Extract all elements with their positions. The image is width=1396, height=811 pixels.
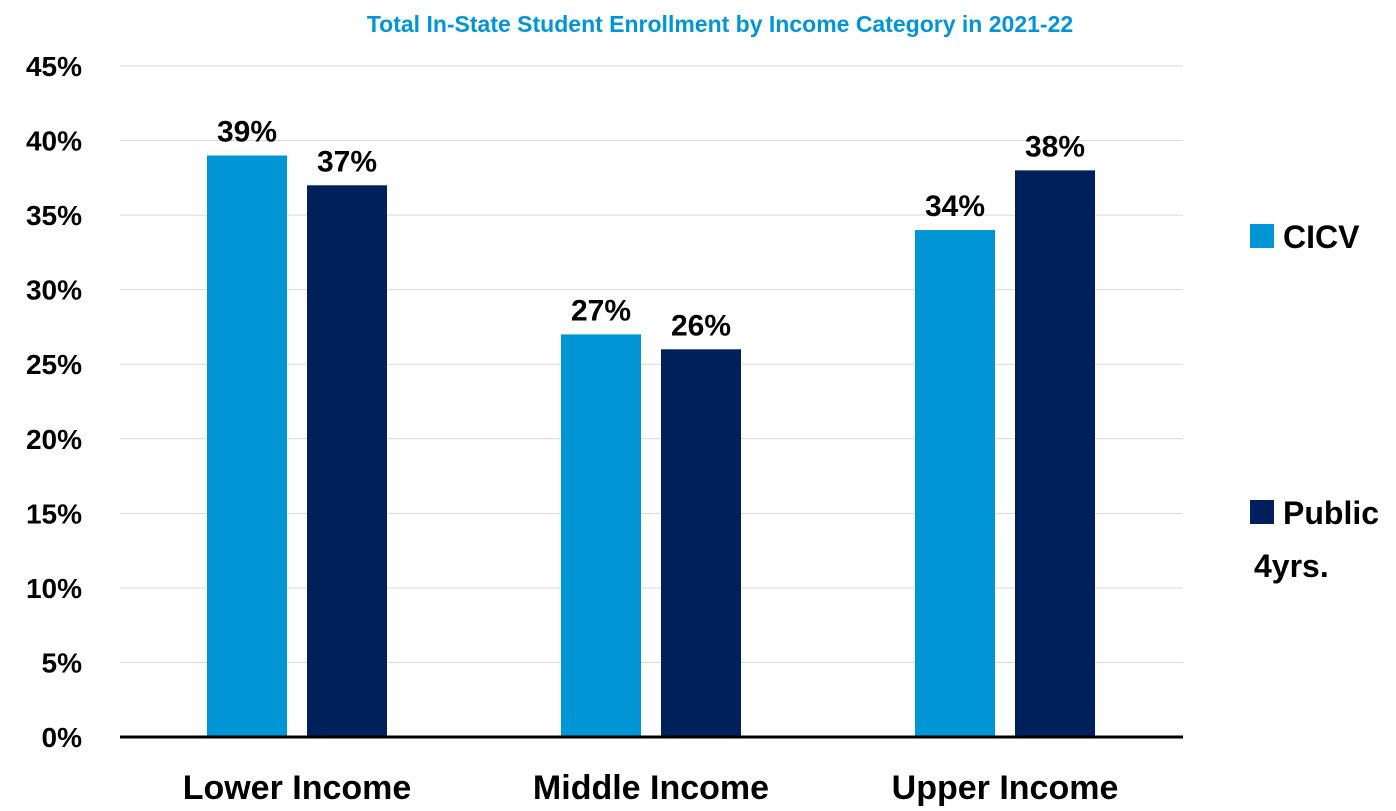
- bar-cicv: [561, 334, 641, 737]
- y-tick-label: 40%: [26, 126, 82, 157]
- category-label: Upper Income: [892, 769, 1119, 807]
- data-label: 27%: [571, 294, 631, 327]
- legend-swatch: [1250, 500, 1274, 524]
- y-tick-label: 10%: [26, 573, 82, 604]
- y-tick-label: 25%: [26, 349, 82, 380]
- data-labels: 39% 37% 27% 26% 34% 38%: [217, 115, 1085, 342]
- bar-public-4yrs: [1015, 170, 1095, 737]
- data-label: 38%: [1025, 130, 1085, 163]
- bar-cicv: [915, 230, 995, 737]
- legend-label: 4yrs.: [1254, 548, 1329, 584]
- y-tick-label: 20%: [26, 424, 82, 455]
- data-label: 37%: [317, 145, 377, 178]
- legend-label: CICV: [1283, 219, 1360, 255]
- bar-cicv: [207, 155, 287, 737]
- legend: CICV Public 4yrs.: [1250, 219, 1379, 584]
- y-tick-label: 15%: [26, 498, 82, 529]
- chart-title: Total In-State Student Enrollment by Inc…: [367, 11, 1073, 37]
- y-tick-label: 5%: [42, 647, 83, 678]
- y-tick-label: 30%: [26, 275, 82, 306]
- y-axis-tick-labels: 0% 5% 10% 15% 20% 25% 30% 35% 40% 45%: [26, 51, 82, 753]
- bars: [207, 155, 1095, 738]
- bar-public-4yrs: [661, 349, 741, 737]
- category-labels: Lower Income Middle Income Upper Income: [183, 769, 1119, 807]
- bar-public-4yrs: [307, 185, 387, 738]
- gridlines: [120, 65, 1183, 663]
- y-tick-label: 35%: [26, 200, 82, 231]
- data-label: 39%: [217, 115, 277, 148]
- category-label: Middle Income: [533, 769, 769, 807]
- legend-label: Public: [1283, 495, 1379, 531]
- y-tick-label: 45%: [26, 51, 82, 82]
- legend-swatch: [1250, 224, 1274, 248]
- data-label: 34%: [925, 190, 985, 223]
- data-label: 26%: [671, 309, 731, 342]
- y-tick-label: 0%: [42, 722, 83, 753]
- category-label: Lower Income: [183, 769, 412, 807]
